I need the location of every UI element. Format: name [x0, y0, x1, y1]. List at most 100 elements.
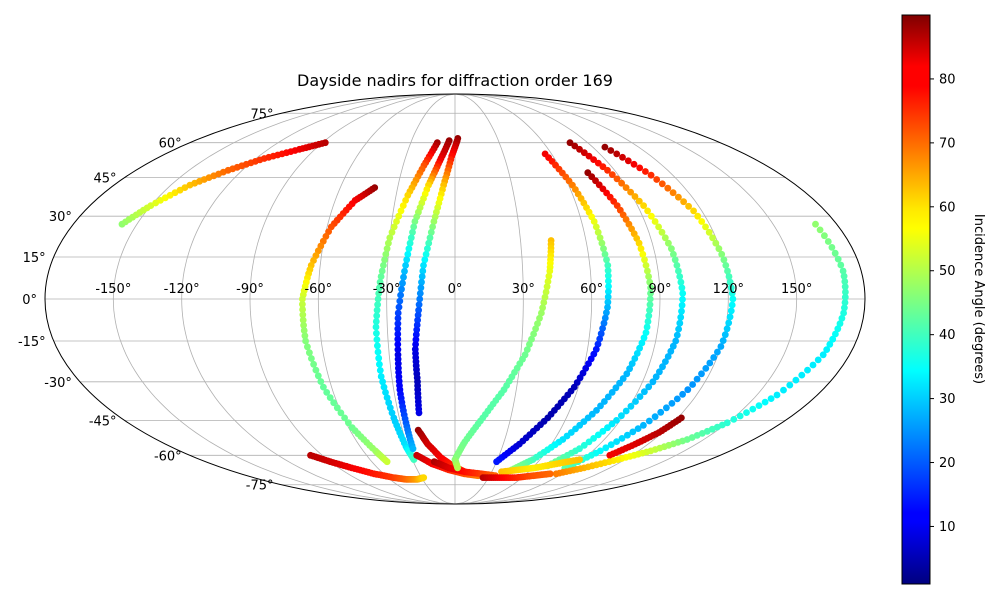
y-tick-label: -30° — [44, 376, 72, 391]
data-point — [415, 409, 423, 417]
data-point — [613, 438, 620, 445]
data-point — [312, 366, 320, 374]
data-point — [727, 284, 735, 292]
data-point — [730, 416, 738, 423]
data-point — [386, 234, 394, 242]
data-point — [669, 342, 677, 350]
data-point — [636, 344, 643, 352]
data-point — [649, 378, 657, 386]
data-point — [399, 202, 407, 210]
data-point — [678, 307, 685, 315]
data-point — [834, 325, 842, 333]
data-point — [706, 359, 714, 367]
data-point — [841, 293, 849, 301]
data-point — [832, 330, 839, 338]
data-point — [607, 441, 615, 449]
data-point — [604, 393, 612, 401]
data-point — [645, 312, 653, 320]
data-point — [299, 300, 306, 308]
data-point — [675, 267, 682, 275]
x-tick-label: -60° — [304, 282, 332, 297]
data-point — [602, 444, 610, 452]
data-point — [604, 267, 612, 274]
data-point — [689, 381, 696, 388]
data-point — [590, 435, 597, 442]
data-point — [576, 145, 583, 153]
data-point — [669, 189, 677, 197]
data-point — [395, 303, 403, 311]
data-point — [604, 298, 612, 306]
data-point — [721, 331, 729, 339]
data-point — [624, 431, 631, 439]
data-point — [375, 290, 383, 297]
data-point — [712, 239, 720, 247]
x-tick-label: 60° — [580, 282, 603, 297]
data-point — [698, 430, 706, 437]
data-point — [672, 337, 680, 345]
data-point — [422, 250, 430, 258]
data-point — [493, 458, 500, 466]
data-point — [415, 306, 422, 314]
data-point — [840, 272, 848, 280]
data-point — [378, 267, 386, 275]
data-point — [405, 245, 413, 253]
data-point — [604, 424, 611, 432]
data-point — [659, 363, 666, 371]
data-point — [536, 314, 543, 322]
data-point — [603, 309, 610, 317]
data-point — [714, 348, 721, 356]
data-point — [600, 245, 607, 253]
data-point — [546, 267, 554, 275]
data-point — [667, 347, 675, 355]
data-point — [816, 226, 824, 234]
data-point — [725, 273, 733, 280]
data-point — [804, 366, 811, 374]
data-point — [618, 435, 626, 442]
data-point — [644, 267, 651, 275]
data-point — [638, 339, 646, 347]
data-point — [604, 293, 612, 301]
y-tick-label: -60° — [154, 449, 182, 464]
data-point — [622, 184, 630, 192]
data-point — [301, 332, 309, 340]
y-tick-label: 75° — [250, 107, 273, 122]
data-point — [426, 234, 434, 242]
data-point — [601, 314, 609, 322]
data-point — [345, 419, 352, 427]
colorbar-tick-label: 80 — [939, 72, 956, 87]
data-point — [552, 470, 560, 478]
data-point — [657, 408, 665, 416]
data-point — [819, 351, 827, 359]
data-point — [394, 309, 402, 317]
data-point — [624, 157, 632, 165]
data-point — [528, 335, 535, 343]
data-point — [726, 313, 734, 321]
y-tick-label: 60° — [159, 137, 182, 152]
data-point — [597, 330, 605, 338]
data-point — [401, 267, 408, 275]
data-point — [414, 316, 421, 324]
data-point — [395, 212, 403, 220]
x-tick-labels: -150° -120° -90° -60° -30° 0° 30° 60° 90° 120° 150… — [95, 282, 812, 297]
data-point — [379, 378, 386, 386]
data-point — [424, 245, 431, 253]
data-point — [604, 272, 612, 280]
data-point — [717, 343, 725, 350]
map-boundary — [44, 93, 866, 505]
data-point — [693, 375, 701, 383]
data-point — [538, 309, 545, 317]
data-point — [421, 256, 429, 264]
data-point — [668, 400, 676, 407]
scatter-points — [118, 135, 849, 483]
data-point — [646, 306, 653, 314]
data-point — [675, 325, 682, 333]
y-tick-label: 15° — [23, 251, 46, 266]
data-point — [709, 234, 716, 242]
y-tick-label: 45° — [94, 172, 117, 187]
data-point — [726, 278, 734, 286]
data-point — [454, 464, 461, 472]
x-tick-label: 120° — [713, 282, 744, 297]
data-point — [642, 168, 649, 175]
data-point — [396, 297, 404, 305]
data-point — [829, 335, 837, 343]
